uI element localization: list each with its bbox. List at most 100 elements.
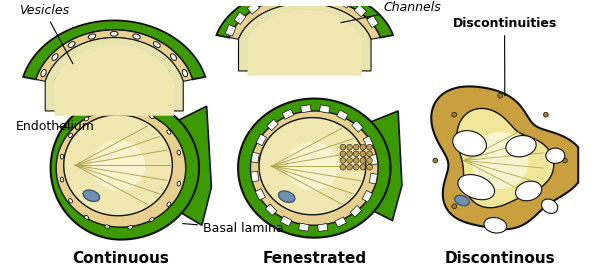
Polygon shape	[256, 134, 266, 146]
Polygon shape	[259, 118, 366, 215]
Circle shape	[340, 164, 346, 170]
Polygon shape	[50, 97, 199, 240]
Polygon shape	[23, 20, 205, 79]
Ellipse shape	[68, 133, 73, 137]
Polygon shape	[337, 110, 348, 120]
Polygon shape	[217, 0, 393, 38]
Polygon shape	[354, 5, 367, 17]
Text: Channels: Channels	[341, 1, 442, 23]
Ellipse shape	[68, 199, 73, 203]
Circle shape	[360, 151, 366, 157]
Text: Continuous: Continuous	[73, 251, 169, 266]
Polygon shape	[247, 2, 259, 14]
Polygon shape	[234, 12, 246, 24]
Polygon shape	[239, 3, 371, 71]
Circle shape	[497, 93, 502, 98]
Ellipse shape	[154, 42, 160, 47]
Polygon shape	[286, 142, 339, 191]
Circle shape	[367, 144, 373, 150]
Ellipse shape	[458, 174, 494, 200]
Circle shape	[353, 144, 359, 150]
Circle shape	[452, 112, 457, 117]
Text: Vesicles: Vesicles	[19, 4, 73, 64]
Ellipse shape	[455, 195, 469, 206]
Circle shape	[367, 164, 373, 170]
Circle shape	[544, 112, 548, 117]
Polygon shape	[225, 25, 236, 36]
Circle shape	[367, 151, 373, 157]
Ellipse shape	[128, 226, 133, 229]
Circle shape	[544, 204, 548, 209]
Ellipse shape	[41, 69, 46, 77]
Circle shape	[360, 144, 366, 150]
Polygon shape	[251, 171, 259, 182]
Polygon shape	[321, 0, 332, 2]
Circle shape	[340, 144, 346, 150]
Circle shape	[360, 164, 366, 170]
Circle shape	[347, 151, 352, 157]
Polygon shape	[55, 45, 174, 116]
Ellipse shape	[52, 54, 58, 60]
Polygon shape	[267, 119, 278, 131]
Ellipse shape	[149, 218, 154, 221]
Polygon shape	[362, 191, 373, 202]
Polygon shape	[229, 0, 380, 39]
Text: Fenestrated: Fenestrated	[262, 251, 367, 266]
Circle shape	[367, 158, 373, 163]
Ellipse shape	[182, 69, 188, 77]
Circle shape	[347, 144, 352, 150]
Ellipse shape	[515, 181, 542, 201]
Polygon shape	[36, 30, 193, 81]
Text: Discontinous: Discontinous	[445, 251, 556, 266]
Polygon shape	[264, 0, 275, 6]
Circle shape	[353, 158, 359, 163]
Text: Basal lamina: Basal lamina	[183, 222, 283, 235]
Ellipse shape	[546, 148, 565, 163]
Polygon shape	[339, 0, 351, 8]
Ellipse shape	[83, 190, 100, 202]
Polygon shape	[317, 224, 328, 232]
Polygon shape	[370, 155, 377, 165]
Ellipse shape	[167, 130, 171, 134]
Circle shape	[360, 158, 366, 163]
Text: Discontinuities: Discontinuities	[452, 17, 557, 96]
Ellipse shape	[84, 117, 89, 121]
Polygon shape	[352, 121, 363, 132]
Ellipse shape	[278, 191, 295, 202]
Polygon shape	[178, 106, 211, 225]
Ellipse shape	[110, 31, 118, 36]
Ellipse shape	[541, 199, 558, 213]
Circle shape	[497, 223, 502, 228]
Circle shape	[353, 164, 359, 170]
Polygon shape	[250, 111, 378, 225]
Ellipse shape	[60, 154, 64, 159]
Circle shape	[452, 204, 457, 209]
Polygon shape	[350, 206, 362, 217]
Polygon shape	[431, 87, 578, 229]
Polygon shape	[265, 204, 277, 215]
Ellipse shape	[60, 177, 64, 182]
Text: Endothelium: Endothelium	[16, 120, 95, 133]
Circle shape	[347, 158, 352, 163]
Polygon shape	[319, 105, 330, 113]
Polygon shape	[335, 217, 346, 227]
Polygon shape	[369, 173, 377, 184]
Polygon shape	[280, 216, 292, 226]
Ellipse shape	[167, 202, 171, 206]
Ellipse shape	[484, 218, 506, 233]
Ellipse shape	[105, 225, 110, 228]
Polygon shape	[457, 109, 554, 208]
Polygon shape	[238, 99, 391, 238]
Circle shape	[353, 151, 359, 157]
Polygon shape	[255, 189, 265, 200]
Circle shape	[340, 151, 346, 157]
Polygon shape	[91, 140, 145, 191]
Polygon shape	[367, 16, 379, 28]
Ellipse shape	[170, 54, 176, 60]
Ellipse shape	[128, 107, 133, 110]
Polygon shape	[472, 132, 529, 189]
Polygon shape	[251, 152, 259, 163]
Polygon shape	[248, 10, 362, 76]
Circle shape	[433, 158, 437, 163]
Ellipse shape	[68, 42, 75, 47]
